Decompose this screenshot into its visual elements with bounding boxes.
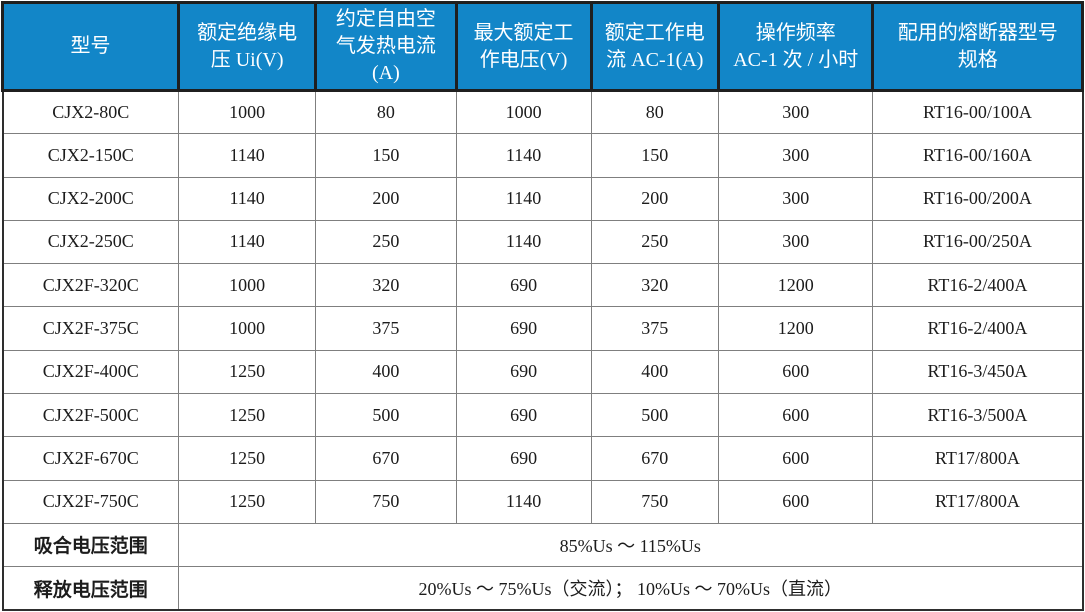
value-cell: 1140 <box>455 133 592 178</box>
col-header-insulation-voltage: 额定绝缘电 压 Ui(V) <box>177 1 318 92</box>
value-cell: 600 <box>717 349 874 394</box>
value-cell: 200 <box>315 176 457 221</box>
table-row: CJX2-80C 1000 80 1000 80 300 RT16-00/100… <box>1 89 1083 135</box>
col-header-model: 型号 <box>0 1 181 92</box>
value-cell: 150 <box>590 133 720 178</box>
col-header-operating-frequency: 操作频率 AC-1 次 / 小时 <box>716 1 875 92</box>
value-cell: RT16-00/200A <box>872 176 1083 221</box>
value-cell: 300 <box>717 219 874 265</box>
value-cell: 1200 <box>717 306 874 351</box>
value-cell: 670 <box>590 436 720 481</box>
table-row: CJX2-200C 1140 200 1140 200 300 RT16-00/… <box>1 176 1083 221</box>
value-cell: 600 <box>717 479 874 524</box>
col-header-working-current: 额定工作电 流 AC-1(A) <box>589 1 721 92</box>
pickup-voltage-row: 吸合电压范围 85%Us ～ 115%Us <box>1 522 1083 568</box>
value-cell: 1000 <box>178 306 317 351</box>
release-voltage-value: 20%Us ～ 75%Us（交流）； 10%Us ～ 70%Us（直流） <box>178 566 1083 611</box>
value-cell: 300 <box>717 176 874 221</box>
model-cell: CJX2-150C <box>1 133 180 178</box>
value-cell: 400 <box>590 349 720 394</box>
model-cell: CJX2-200C <box>1 176 180 221</box>
value-cell: 375 <box>590 306 720 351</box>
value-cell: 1250 <box>178 392 317 438</box>
value-cell: 300 <box>717 89 874 135</box>
pickup-voltage-label: 吸合电压范围 <box>1 522 180 568</box>
value-cell: 1140 <box>178 133 317 178</box>
value-cell: RT16-2/400A <box>872 306 1083 351</box>
value-cell: 690 <box>455 349 592 394</box>
header-row: 型号 额定绝缘电 压 Ui(V) 约定自由空 气发热电流 (A) 最大额定工 作… <box>0 1 1084 92</box>
release-voltage-label: 释放电压范围 <box>1 566 180 611</box>
value-cell: 1250 <box>178 479 317 524</box>
table-row: CJX2F-500C 1250 500 690 500 600 RT16-3/5… <box>1 392 1083 438</box>
value-cell: RT16-3/500A <box>872 392 1083 438</box>
value-cell: 1250 <box>178 436 317 481</box>
table-row: CJX2F-320C 1000 320 690 320 1200 RT16-2/… <box>1 263 1083 308</box>
model-cell: CJX2-80C <box>1 89 180 135</box>
value-cell: RT16-00/160A <box>872 133 1083 178</box>
release-voltage-row: 释放电压范围 20%Us ～ 75%Us（交流）； 10%Us ～ 70%Us（… <box>1 566 1083 611</box>
value-cell: 150 <box>315 133 457 178</box>
value-cell: 690 <box>455 392 592 438</box>
value-cell: 670 <box>315 436 457 481</box>
table-row: CJX2F-400C 1250 400 690 400 600 RT16-3/4… <box>1 349 1083 394</box>
value-cell: 300 <box>717 133 874 178</box>
value-cell: RT17/800A <box>872 436 1083 481</box>
col-header-max-working-voltage: 最大额定工 作电压(V) <box>454 1 593 92</box>
value-cell: 1000 <box>178 263 317 308</box>
value-cell: 320 <box>315 263 457 308</box>
model-cell: CJX2F-400C <box>1 349 180 394</box>
value-cell: 250 <box>315 219 457 265</box>
value-cell: 600 <box>717 436 874 481</box>
model-cell: CJX2F-500C <box>1 392 180 438</box>
value-cell: 320 <box>590 263 720 308</box>
table-row: CJX2F-670C 1250 670 690 670 600 RT17/800… <box>1 436 1083 481</box>
value-cell: 600 <box>717 392 874 438</box>
value-cell: 1140 <box>455 176 592 221</box>
model-cell: CJX2F-320C <box>1 263 180 308</box>
value-cell: 400 <box>315 349 457 394</box>
value-cell: 1000 <box>455 89 592 135</box>
value-cell: 1140 <box>178 176 317 221</box>
value-cell: RT16-00/100A <box>872 89 1083 135</box>
value-cell: 80 <box>315 89 457 135</box>
table-row: CJX2F-750C 1250 750 1140 750 600 RT17/80… <box>1 479 1083 524</box>
model-cell: CJX2F-750C <box>1 479 180 524</box>
value-cell: 250 <box>590 219 720 265</box>
value-cell: 1140 <box>455 479 592 524</box>
value-cell: 750 <box>315 479 457 524</box>
value-cell: RT16-3/450A <box>872 349 1083 394</box>
value-cell: 1000 <box>178 89 317 135</box>
value-cell: RT16-2/400A <box>872 263 1083 308</box>
value-cell: 500 <box>315 392 457 438</box>
value-cell: 500 <box>590 392 720 438</box>
value-cell: 1250 <box>178 349 317 394</box>
value-cell: 80 <box>590 89 720 135</box>
value-cell: 1140 <box>178 219 317 265</box>
table-row: CJX2F-375C 1000 375 690 375 1200 RT16-2/… <box>1 306 1083 351</box>
table-row: CJX2-150C 1140 150 1140 150 300 RT16-00/… <box>1 133 1083 178</box>
model-cell: CJX2-250C <box>1 219 180 265</box>
col-header-fuse-spec: 配用的熔断器型号 规格 <box>871 1 1084 92</box>
value-cell: RT17/800A <box>872 479 1083 524</box>
pickup-voltage-value: 85%Us ～ 115%Us <box>178 522 1083 568</box>
value-cell: 690 <box>455 306 592 351</box>
value-cell: 1140 <box>455 219 592 265</box>
value-cell: 750 <box>590 479 720 524</box>
table-row: CJX2-250C 1140 250 1140 250 300 RT16-00/… <box>1 219 1083 265</box>
model-cell: CJX2F-670C <box>1 436 180 481</box>
value-cell: 375 <box>315 306 457 351</box>
value-cell: 200 <box>590 176 720 221</box>
col-header-thermal-current: 约定自由空 气发热电流 (A) <box>314 1 458 92</box>
model-cell: CJX2F-375C <box>1 306 180 351</box>
value-cell: 1200 <box>717 263 874 308</box>
value-cell: 690 <box>455 263 592 308</box>
value-cell: RT16-00/250A <box>872 219 1083 265</box>
value-cell: 690 <box>455 436 592 481</box>
